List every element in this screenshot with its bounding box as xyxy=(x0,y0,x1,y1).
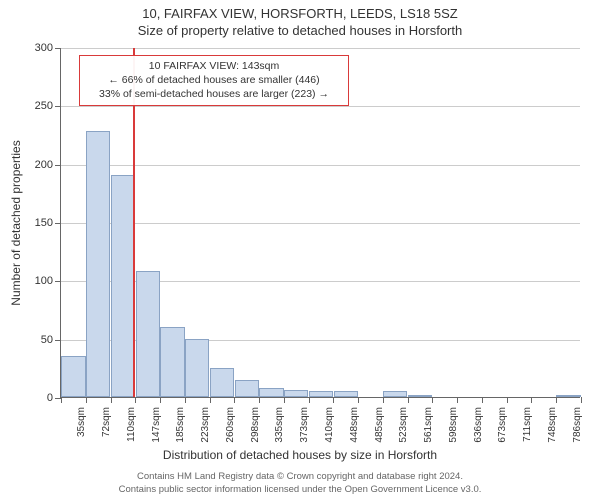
histogram-bar xyxy=(160,327,184,397)
histogram-bar xyxy=(334,391,358,397)
chart-title-sub: Size of property relative to detached ho… xyxy=(0,21,600,38)
x-tick xyxy=(457,397,458,403)
histogram-bar xyxy=(185,339,209,397)
y-tick xyxy=(55,340,61,341)
footer-line-2: Contains public sector information licen… xyxy=(0,484,600,496)
x-tick xyxy=(358,397,359,403)
x-tick xyxy=(160,397,161,403)
x-tick-label: 260sqm xyxy=(225,407,236,447)
histogram-bar xyxy=(284,390,308,397)
x-tick-label: 448sqm xyxy=(349,407,360,447)
histogram-bar xyxy=(259,388,283,397)
x-tick xyxy=(284,397,285,403)
y-tick-label: 200 xyxy=(35,159,53,171)
x-tick xyxy=(581,397,582,403)
x-tick-label: 561sqm xyxy=(423,407,434,447)
chart-title-main: 10, FAIRFAX VIEW, HORSFORTH, LEEDS, LS18… xyxy=(0,0,600,21)
histogram-bar xyxy=(309,391,333,397)
histogram-bar xyxy=(111,175,135,397)
x-tick xyxy=(556,397,557,403)
plot-inner: 05010015020025030035sqm72sqm110sqm147sqm… xyxy=(60,48,580,398)
y-tick xyxy=(55,165,61,166)
x-tick-label: 72sqm xyxy=(101,407,112,447)
x-tick xyxy=(432,397,433,403)
x-tick-label: 110sqm xyxy=(126,407,137,447)
x-tick xyxy=(309,397,310,403)
x-tick xyxy=(482,397,483,403)
x-tick-label: 673sqm xyxy=(497,407,508,447)
y-tick-label: 150 xyxy=(35,217,53,229)
x-tick-label: 223sqm xyxy=(200,407,211,447)
x-tick-label: 786sqm xyxy=(572,407,583,447)
x-tick-label: 410sqm xyxy=(324,407,335,447)
histogram-bar xyxy=(136,271,160,397)
x-tick xyxy=(61,397,62,403)
x-tick-label: 711sqm xyxy=(522,407,533,447)
x-tick xyxy=(383,397,384,403)
x-tick xyxy=(531,397,532,403)
y-tick xyxy=(55,48,61,49)
footer-line-1: Contains HM Land Registry data © Crown c… xyxy=(0,471,600,483)
chart-wrapper: 10, FAIRFAX VIEW, HORSFORTH, LEEDS, LS18… xyxy=(0,0,600,500)
annotation-line-3: 33% of semi-detached houses are larger (… xyxy=(86,87,342,101)
x-tick xyxy=(259,397,260,403)
y-tick xyxy=(55,106,61,107)
y-tick-label: 250 xyxy=(35,100,53,112)
x-tick-label: 748sqm xyxy=(547,407,558,447)
x-tick-label: 636sqm xyxy=(473,407,484,447)
x-axis-label: Distribution of detached houses by size … xyxy=(0,448,600,462)
annotation-box: 10 FAIRFAX VIEW: 143sqm← 66% of detached… xyxy=(79,55,349,106)
x-tick xyxy=(111,397,112,403)
gridline xyxy=(61,223,580,224)
x-tick-label: 598sqm xyxy=(448,407,459,447)
x-tick xyxy=(210,397,211,403)
x-tick xyxy=(234,397,235,403)
y-tick-label: 0 xyxy=(47,392,53,404)
y-tick xyxy=(55,223,61,224)
x-tick-label: 147sqm xyxy=(151,407,162,447)
histogram-bar xyxy=(556,395,580,397)
y-tick-label: 300 xyxy=(35,42,53,54)
gridline xyxy=(61,48,580,49)
footer-attribution: Contains HM Land Registry data © Crown c… xyxy=(0,471,600,496)
histogram-bar xyxy=(61,356,85,397)
histogram-bar xyxy=(235,380,259,398)
x-tick-label: 185sqm xyxy=(175,407,186,447)
x-tick-label: 335sqm xyxy=(274,407,285,447)
histogram-bar xyxy=(383,391,407,397)
histogram-bar xyxy=(210,368,234,397)
x-tick-label: 35sqm xyxy=(76,407,87,447)
y-tick-label: 100 xyxy=(35,275,53,287)
plot-area: 05010015020025030035sqm72sqm110sqm147sqm… xyxy=(60,48,580,398)
annotation-line-1: 10 FAIRFAX VIEW: 143sqm xyxy=(86,59,342,73)
y-axis-label: Number of detached properties xyxy=(9,140,23,305)
x-tick-label: 485sqm xyxy=(374,407,385,447)
y-tick-label: 50 xyxy=(41,334,53,346)
annotation-line-2: ← 66% of detached houses are smaller (44… xyxy=(86,73,342,87)
x-tick-label: 373sqm xyxy=(299,407,310,447)
histogram-bar xyxy=(408,395,432,397)
x-tick xyxy=(408,397,409,403)
x-tick xyxy=(185,397,186,403)
x-tick xyxy=(86,397,87,403)
x-tick xyxy=(507,397,508,403)
x-tick-label: 298sqm xyxy=(250,407,261,447)
gridline xyxy=(61,165,580,166)
x-tick xyxy=(333,397,334,403)
y-tick xyxy=(55,281,61,282)
histogram-bar xyxy=(86,131,110,397)
x-tick-label: 523sqm xyxy=(398,407,409,447)
x-tick xyxy=(135,397,136,403)
gridline xyxy=(61,106,580,107)
